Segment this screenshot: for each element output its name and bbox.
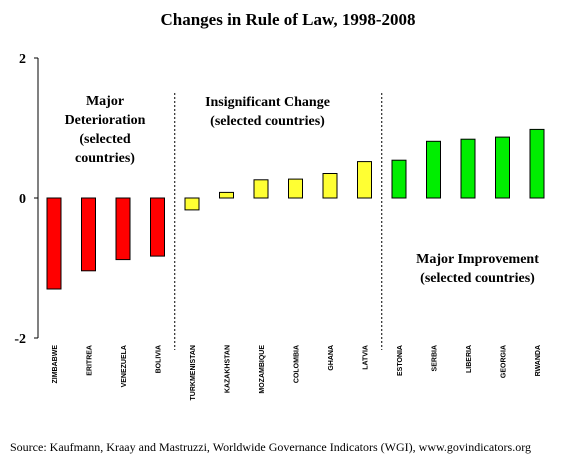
annotation-major-improvement: Major Improvement (selected countries) (400, 250, 555, 288)
annotation-line: Insignificant Change (205, 95, 330, 110)
x-tick-label: GHANA (328, 345, 335, 371)
x-tick-label: KAZAKHSTAN (225, 345, 232, 393)
bar (184, 197, 200, 211)
x-tick-label: ESTONIA (397, 345, 404, 376)
bar (529, 128, 545, 199)
x-tick-label: ZIMBABWE (52, 345, 59, 384)
source-note: Source: Kaufmann, Kraay and Mastruzzi, W… (10, 440, 531, 454)
annotation-major-deterioration: Major Deterioration (selected countries) (50, 92, 160, 168)
annotation-line: Major (85, 94, 125, 109)
annotation-line: (selected countries) (420, 271, 535, 286)
annotation-line: Major Improvement (416, 252, 539, 267)
x-tick-label: GEORGIA (501, 345, 508, 378)
bar (322, 173, 338, 199)
bar (426, 140, 441, 199)
x-tick-label: COLOMBIA (294, 345, 301, 383)
annotation-line: (selected countries) (210, 114, 325, 129)
bar (115, 197, 131, 261)
x-tick-label: BOLIVIA (156, 345, 163, 373)
annotation-insignificant-change: Insignificant Change (selected countries… (185, 93, 350, 131)
y-tick-label: 2 (19, 52, 26, 67)
annotation-line: (selected (79, 132, 131, 147)
bar (219, 191, 234, 199)
bar (495, 136, 510, 199)
bar (150, 197, 165, 257)
x-tick-label: ERITREA (87, 345, 94, 376)
x-tick-label: LIBERIA (466, 345, 473, 373)
annotation-line: countries) (75, 151, 135, 166)
bar (357, 161, 372, 199)
x-tick-label: VENEZUELA (121, 345, 128, 387)
bar (288, 178, 303, 199)
y-tick-label: 0 (19, 192, 26, 207)
y-tick-label: -2 (14, 332, 26, 347)
bar (460, 138, 476, 199)
chart-title: Changes in Rule of Law, 1998-2008 (160, 10, 416, 29)
bar (81, 197, 96, 272)
x-tick-label: LATVIA (363, 345, 370, 370)
x-tick-label: MOZAMBIQUE (259, 345, 266, 394)
x-tick-label: SERBIA (432, 345, 439, 371)
bar (46, 197, 62, 290)
annotation-line: Deterioration (64, 113, 146, 128)
bar (391, 159, 407, 199)
bar (253, 179, 269, 199)
x-tick-label: RWANDA (535, 345, 542, 376)
x-tick-label: TURKMENISTAN (190, 345, 197, 400)
